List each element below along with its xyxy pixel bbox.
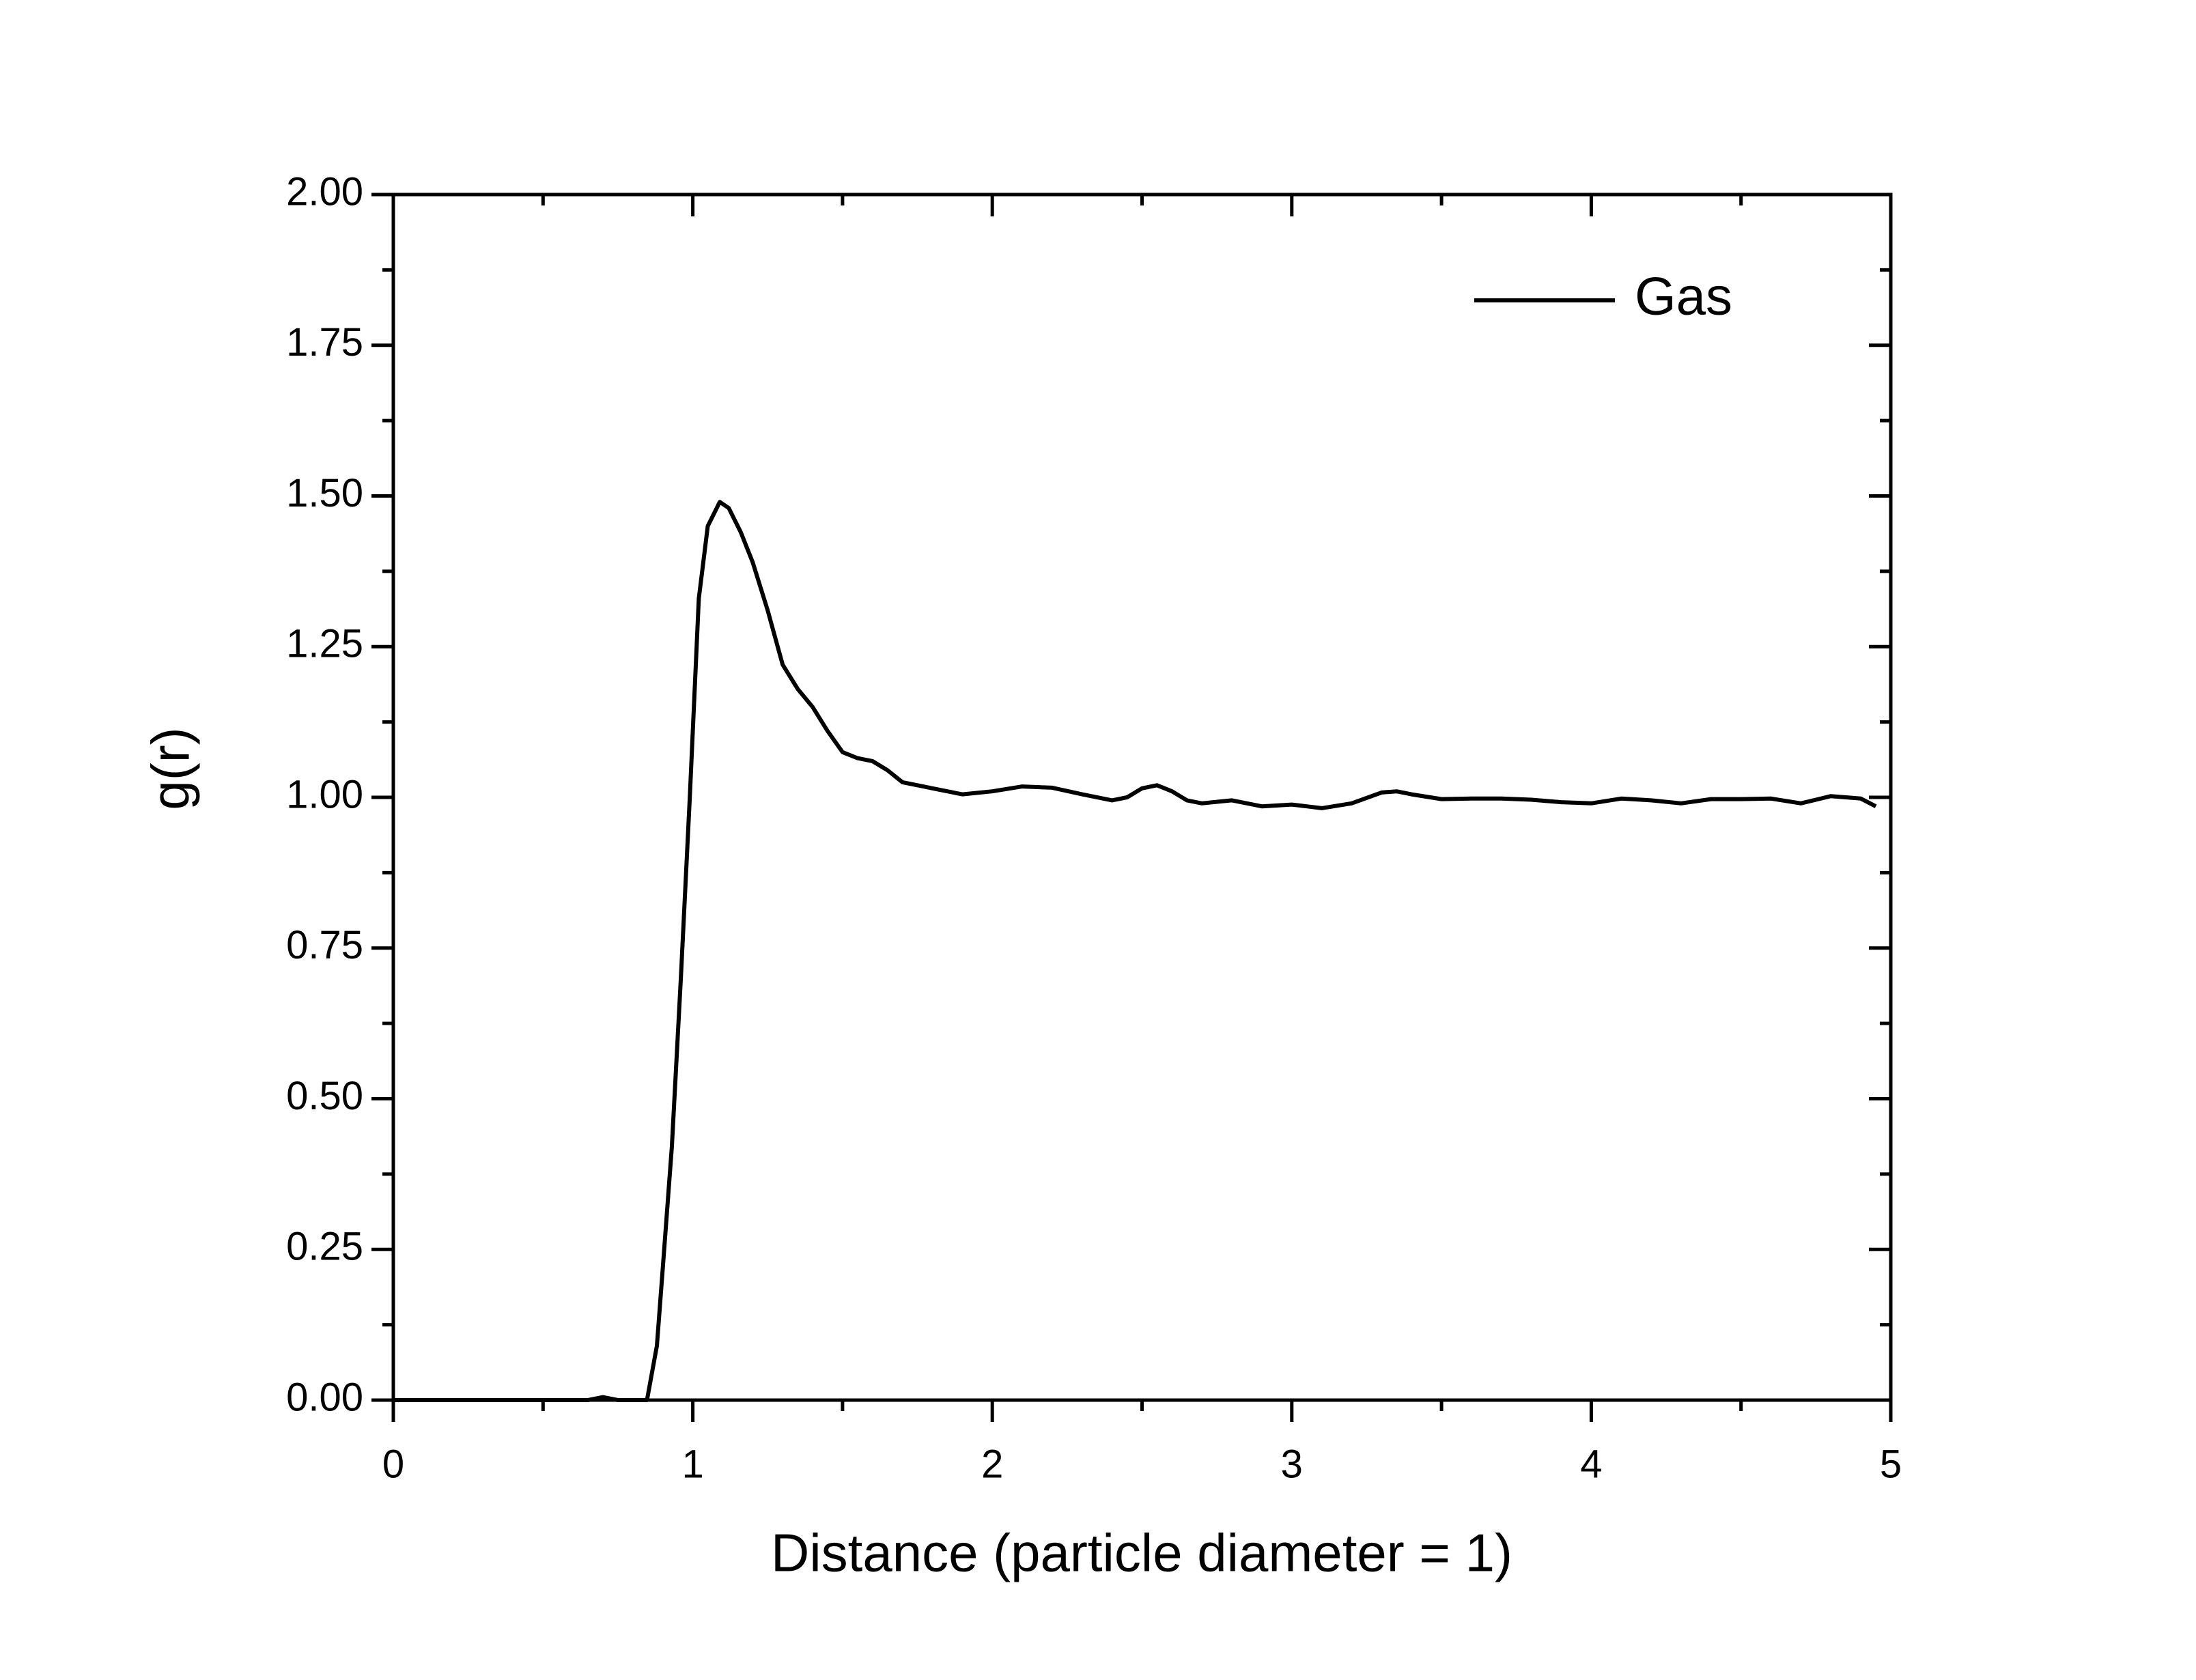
y-axis-title: g(r) <box>141 727 201 810</box>
y-tick-label: 1.25 <box>286 622 363 666</box>
x-tick-label: 5 <box>1880 1442 1902 1486</box>
x-tick-label: 2 <box>981 1442 1003 1486</box>
legend-label: Gas <box>1635 266 1732 326</box>
series-line <box>393 500 1877 1402</box>
y-tick-label: 0.50 <box>286 1074 363 1118</box>
y-tick-label: 0.00 <box>286 1375 363 1419</box>
x-axis-title: Distance (particle diameter = 1) <box>771 1523 1512 1583</box>
x-tick-label: 0 <box>382 1442 404 1486</box>
x-tick-label: 3 <box>1281 1442 1303 1486</box>
plot-frame <box>391 193 1893 1402</box>
x-tick-label: 1 <box>681 1442 703 1486</box>
x-tick-label: 4 <box>1580 1442 1602 1486</box>
y-tick-label: 0.75 <box>286 923 363 967</box>
y-tick-label: 0.25 <box>286 1225 363 1269</box>
y-tick-label: 1.50 <box>286 471 363 515</box>
y-tick-label: 2.00 <box>286 169 363 214</box>
y-tick-label: 1.00 <box>286 772 363 816</box>
y-tick-label: 1.75 <box>286 320 363 365</box>
